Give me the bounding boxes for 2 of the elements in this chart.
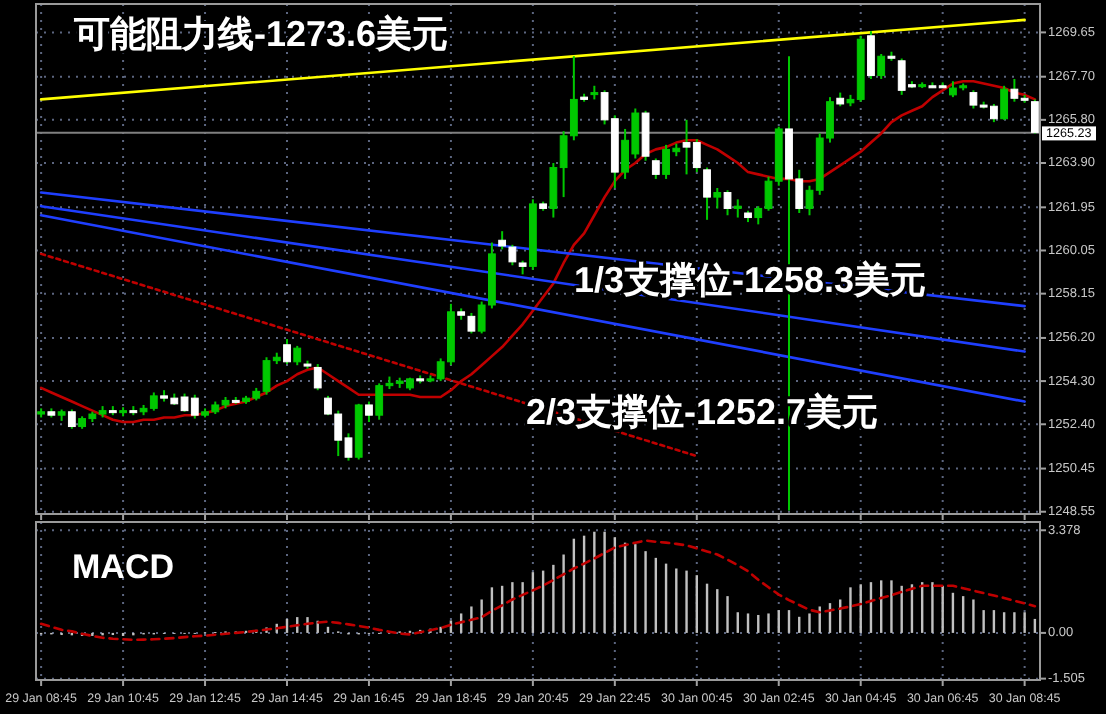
annotation: 可能阻力线-1273.6美元 [72,13,449,54]
text: MACD [72,548,174,586]
